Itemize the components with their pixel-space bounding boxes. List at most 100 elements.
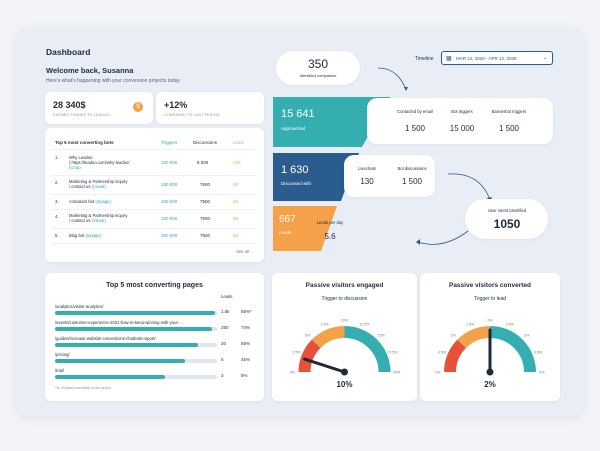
pages-title: Top 5 most converting pages [106, 282, 203, 289]
gauge-tick-label: 20% [393, 371, 401, 375]
col-lead: Lead [233, 140, 244, 145]
bot-triggers-label: Bot triggers [451, 109, 473, 114]
bots-table-card: Top 5 most converting bots Triggers Disc… [45, 128, 264, 262]
user-intent-value: 1050 [493, 217, 521, 231]
page-bar-track [55, 359, 217, 363]
gauge-segment [444, 339, 467, 373]
gauge-tick-label: 2.5% [292, 351, 301, 355]
page-row[interactable]: /trial/3 5% [45, 368, 264, 383]
compare-value: +12% [164, 100, 188, 110]
bannerbot-label: Bannerbot triggers [491, 109, 527, 114]
page-pct: 74% [241, 325, 251, 330]
page-bar-track [55, 327, 217, 331]
gauge-tick-label: 1.5% [466, 322, 475, 326]
table-row[interactable]: 3. Activation bot (Inpage) 150 000 7500 … [55, 199, 239, 204]
page-leads: 3 [221, 373, 224, 378]
table-row[interactable]: 4. Marketing & Partnership inquiry / con… [55, 213, 239, 223]
chevron-right-icon: › [249, 249, 252, 254]
flow-arrow [377, 67, 407, 91]
discussed-value: 1 630 [281, 164, 309, 176]
leads-label: Leads [279, 230, 292, 235]
flow-arrow [447, 173, 491, 201]
discussed-label: Discussed with [281, 181, 312, 186]
table-row[interactable]: 5. Blog bot (Inpage) 150 000 7500 50 [55, 233, 239, 238]
gauge-tick-label: 2% [487, 319, 493, 323]
gauge-tick-label: 0% [435, 371, 441, 375]
bot-discussions-value: 1 500 [401, 177, 423, 186]
gauge-tick-label: 17.5% [387, 351, 398, 355]
page-path: /events/customer-experience-2021-how-to-… [55, 320, 183, 325]
table-row[interactable]: 1. Why Leadoo ( https://leadoo.com/why-l… [55, 155, 241, 170]
gauge-tick-label: 5% [305, 334, 311, 338]
approached-details-card [367, 98, 553, 144]
gauge-segment [311, 326, 345, 349]
leads-per-day-label: Leads per day [316, 220, 344, 225]
gauge-tick-label: 2.5% [506, 322, 515, 326]
pages-card: Top 5 most converting pages Leads /analy… [45, 273, 264, 401]
timeline-range: MAR 12, 2028 - APR 12, 2028 [456, 56, 517, 61]
money-icon: $ [133, 102, 143, 112]
calendar-icon: ▦ [446, 56, 452, 62]
gauge-title: Passive visitors converted [448, 282, 531, 289]
livechats-value: 130 [360, 177, 374, 186]
pages-leads-col: Leads [221, 294, 233, 299]
gauge-needle [303, 357, 346, 374]
page-leads: 1.5k [221, 309, 230, 314]
bannerbot-value: 1 500 [498, 124, 520, 133]
page-title: Dashboard [46, 47, 91, 57]
page-bar-track [55, 311, 217, 315]
page-path: /pricing/ [55, 352, 70, 357]
page-leads: 20 [221, 341, 227, 346]
page-leads: 250 [221, 325, 229, 330]
compare-kpi-card: +12% COMPARED TO LAST PERIOD [156, 92, 264, 124]
table-row[interactable]: 2. Marketing & Partnership inquiry / con… [55, 179, 239, 189]
gauge-value: 10% [336, 380, 353, 389]
leads-per-day-value: 5.6 [324, 232, 336, 241]
page-path: /trial/ [55, 368, 65, 373]
page-pct: 65% [241, 341, 251, 346]
identified-value: 350 [307, 57, 329, 71]
page-bar-fill [55, 375, 166, 379]
user-intent-label: User intent identified [487, 208, 527, 213]
funnel-graphic [273, 67, 492, 251]
gauge-tick-label: 3% [524, 334, 530, 338]
page-bar-fill [55, 327, 213, 331]
page-row[interactable]: /pricing/5 45% [45, 352, 264, 367]
earned-kpi-card: 28 340$ EARNED THANKS TO LEADOO $ [45, 92, 153, 124]
col-triggers: Triggers [161, 140, 178, 145]
gauge-segment [298, 339, 321, 373]
livechats-label: Livechats [358, 166, 376, 171]
gauge-subtitle: Trigger to discussion [321, 296, 368, 302]
page-row[interactable]: /events/customer-experience-2021-how-to-… [45, 320, 264, 335]
gauge-subtitle: Trigger to lead [473, 296, 507, 302]
page-path: /analytics/visitor-analytics/ [55, 304, 104, 309]
bots-table-title: Top 5 most converting bots [55, 140, 114, 145]
gauge-converted: 0% 0.5% 1% 1.5% 2% 2.5% 3% 3.5% 4% [435, 319, 545, 376]
welcome-subtitle: Here's what's happening with your conver… [46, 78, 180, 84]
page-leads: 5 [221, 357, 224, 362]
pages-footnote: *% of leads converted in the period [55, 386, 111, 390]
gauge-hub [486, 368, 494, 376]
bot-discussions-label: Bot discussions [397, 166, 427, 171]
page-bar-track [55, 343, 217, 347]
page-pct: 5% [241, 373, 248, 378]
contacted-value: 1 500 [404, 124, 426, 133]
bot-triggers-value: 15 000 [449, 124, 475, 133]
identified-companies-pill: 350 Identified companies [276, 51, 360, 85]
approached-value: 15 641 [281, 108, 315, 120]
timeline-date-picker[interactable]: ▦ MAR 12, 2028 - APR 12, 2028 ⌄ [441, 51, 553, 65]
gauge-segment [344, 326, 391, 373]
discussed-details-card [344, 155, 435, 197]
see-all-link[interactable]: See all › [236, 249, 252, 254]
funnel-leads-segment [273, 206, 337, 251]
gauge-tick-label: 0% [290, 371, 296, 375]
page-bar-track [55, 375, 217, 379]
page-path: /guides/increase-website-conversions-cha… [55, 336, 156, 341]
page-row[interactable]: /guides/increase-website-conversions-cha… [45, 336, 264, 351]
approached-label: Approached [281, 126, 306, 131]
gauge-tick-label: 1% [451, 334, 457, 338]
page-row[interactable]: /analytics/visitor-analytics/1.5k 85%* [45, 304, 264, 319]
gauge-segment [489, 326, 536, 373]
page-bar-fill [55, 359, 185, 363]
gauge-tick-label: 3.5% [534, 351, 543, 355]
